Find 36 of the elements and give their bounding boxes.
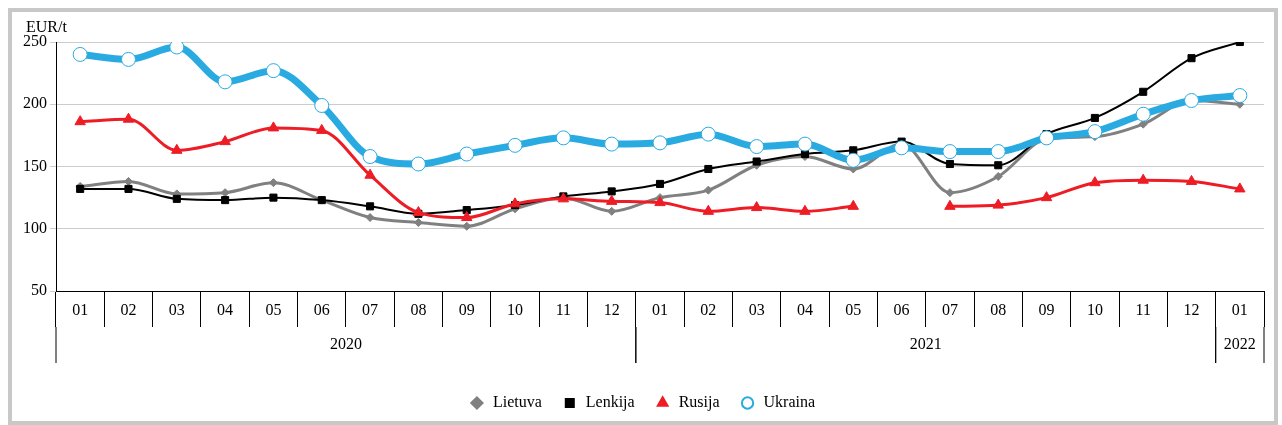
x-tick-label: 12 — [1183, 300, 1200, 318]
x-tick-label: 09 — [1038, 300, 1055, 318]
x-tick-label: 01 — [72, 300, 89, 318]
x-tick-label: 06 — [313, 300, 330, 318]
legend-label: Lenkija — [585, 393, 635, 412]
x-tick-label: 06 — [893, 300, 910, 318]
x-tick-label: 07 — [941, 300, 958, 318]
text: 2021 — [909, 335, 942, 353]
x-tick-label: 09 — [458, 300, 475, 318]
x-tick-label: 02 — [120, 300, 137, 318]
x-tick-label: 08 — [410, 300, 427, 318]
y-tick-label: 150 — [23, 156, 47, 174]
legend-label: Lietuva — [492, 393, 542, 411]
legend-label: Rusija — [678, 393, 720, 412]
x-tick-label: 05 — [265, 300, 282, 318]
y-tick-label: 100 — [23, 218, 47, 236]
x-tick-label: 03 — [748, 300, 765, 318]
x-tick-label: 11 — [1135, 300, 1151, 318]
x-tick-label: 01 — [1231, 300, 1248, 318]
x-tick-label: 01 — [652, 300, 668, 318]
y-tick-label: 200 — [23, 94, 47, 112]
x-tick-label: 03 — [168, 300, 185, 318]
x-tick-label: 10 — [1086, 300, 1103, 318]
x-tick-label: 05 — [845, 300, 862, 318]
x-tick-label: 04 — [217, 300, 234, 318]
x-tick-label: 02 — [700, 300, 717, 318]
y-tick-label: 50 — [31, 281, 47, 299]
x-tick-label: 07 — [362, 300, 379, 318]
x-tick-label: 08 — [990, 300, 1007, 318]
legend-label: Ukraina — [763, 393, 816, 411]
x-tick-label: 11 — [555, 300, 572, 318]
text: 2022 — [1223, 335, 1256, 353]
text: 2020 — [329, 335, 362, 353]
x-tick-label: 10 — [507, 300, 524, 318]
x-tick-label: 04 — [796, 300, 813, 318]
x-tick-label: 12 — [603, 300, 620, 318]
